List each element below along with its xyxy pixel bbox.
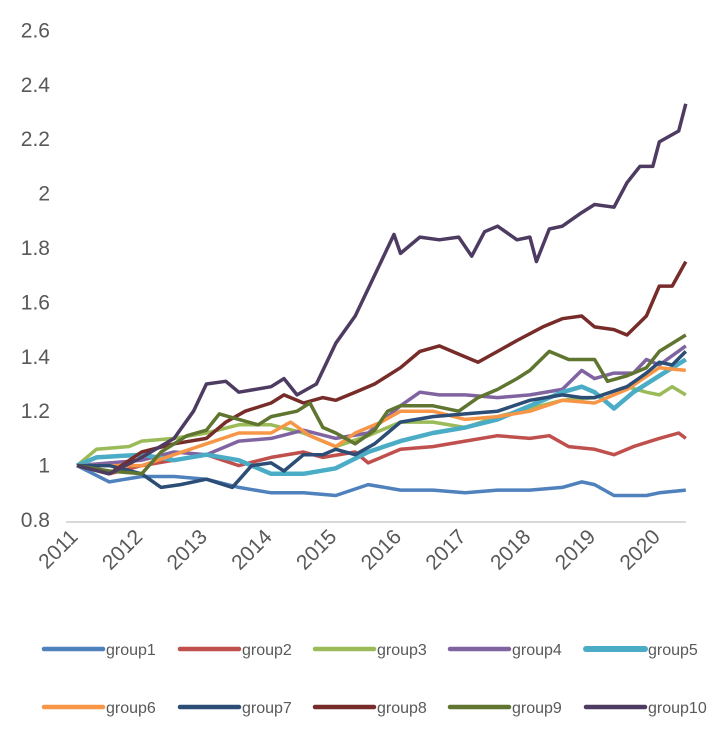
legend-label: group2 <box>242 642 292 659</box>
series-line-group9 <box>76 333 687 476</box>
y-tick-label: 1.8 <box>21 237 50 260</box>
legend-item-group5: group5 <box>583 642 698 659</box>
x-tick-label: 2014 <box>227 525 277 575</box>
y-tick-label: 2.4 <box>21 74 51 97</box>
legend-label: group1 <box>106 642 156 659</box>
legend-item-group3: group3 <box>312 642 427 659</box>
legend-label: group9 <box>512 700 562 717</box>
x-tick-label: 2017 <box>421 525 470 574</box>
y-tick-label: 0.8 <box>21 509 50 532</box>
legend-item-group8: group8 <box>312 700 427 717</box>
x-tick-label: 2015 <box>292 525 341 574</box>
series-line-group8 <box>76 260 688 476</box>
legend-item-group4: group4 <box>447 642 562 659</box>
y-tick-label: 2.6 <box>21 19 50 42</box>
series-line-group10 <box>76 103 688 476</box>
series-line-group1 <box>76 464 686 498</box>
x-tick-label: 2016 <box>357 525 406 574</box>
x-axis: 2011 2012 2013 2014 2015 2016 2017 2018 2019 2020 <box>34 525 665 575</box>
legend-item-group6: group6 <box>41 700 156 717</box>
x-tick-label: 2012 <box>98 525 147 574</box>
legend-label: group4 <box>512 642 562 659</box>
y-tick-label: 2 <box>38 183 50 206</box>
series-lines <box>75 103 688 498</box>
y-tick-label: 1.2 <box>21 400 50 423</box>
legend-label: group3 <box>377 642 427 659</box>
series-line-group4 <box>76 344 687 468</box>
y-tick-label: 1.6 <box>21 291 50 314</box>
legend-label: group6 <box>106 700 156 717</box>
legend-item-group2: group2 <box>177 642 292 659</box>
legend-item-group9: group9 <box>447 700 562 717</box>
y-tick-label: 1 <box>38 455 50 478</box>
legend-label: group10 <box>648 700 707 717</box>
x-tick-label: 2011 <box>34 525 82 573</box>
x-tick-label: 2018 <box>486 525 535 574</box>
legend-item-group7: group7 <box>177 700 292 717</box>
legend-label: group7 <box>242 700 292 717</box>
y-tick-label: 2.2 <box>21 128 50 151</box>
legend-item-group1: group1 <box>41 642 156 659</box>
legend-item-group10: group10 <box>583 700 707 717</box>
x-tick-label: 2020 <box>616 525 665 574</box>
legend-label: group8 <box>377 700 427 717</box>
y-axis: 0.8 1 1.2 1.4 1.6 1.8 2 2.2 2.4 2.6 <box>21 19 51 532</box>
y-tick-label: 1.4 <box>21 346 51 369</box>
series-line-group7 <box>77 350 688 490</box>
x-tick-label: 2013 <box>163 525 212 574</box>
x-tick-label: 2019 <box>551 525 600 574</box>
legend-label: group5 <box>648 642 698 659</box>
legend: group1 group2 group3 group4 group5 group6 grou… <box>41 642 707 717</box>
